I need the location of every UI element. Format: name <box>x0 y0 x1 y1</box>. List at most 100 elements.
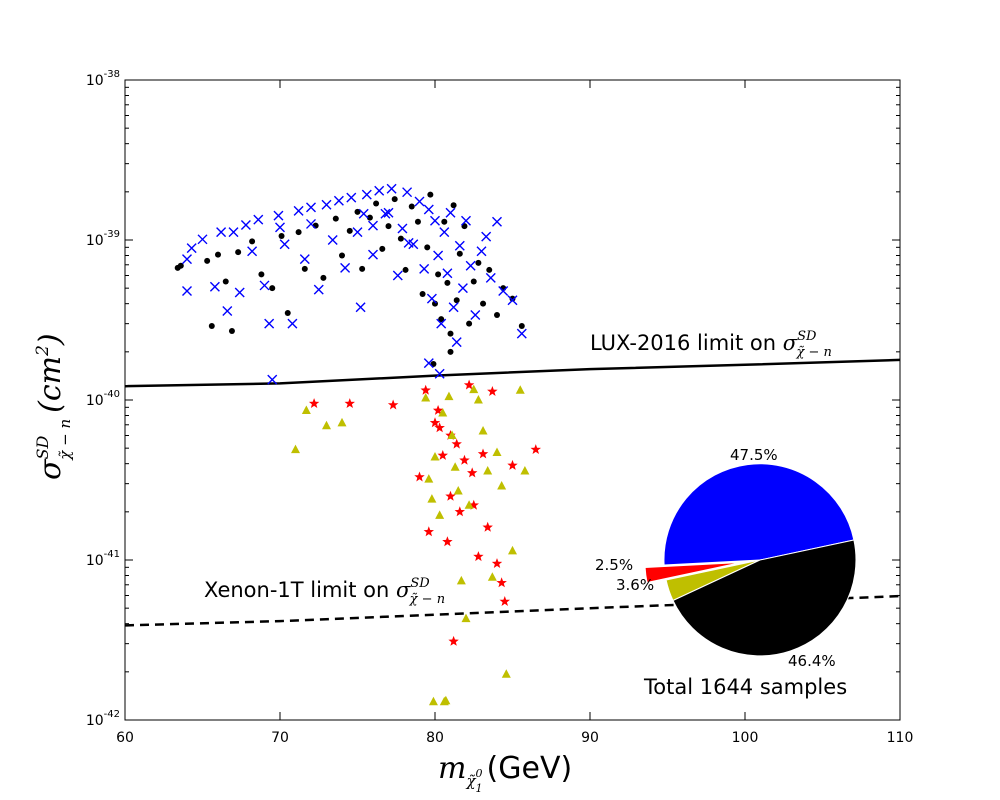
blue-crosses-point <box>507 295 518 306</box>
olive-triangles-point <box>291 444 300 454</box>
blue-crosses-point <box>516 328 527 339</box>
olive-triangles-point <box>456 575 466 585</box>
pie-label-blue: 47.5% <box>730 446 778 464</box>
black-circles-point <box>450 202 457 209</box>
blue-crosses-point <box>186 243 197 254</box>
olive-triangles-point <box>492 447 502 456</box>
x-tick-label: 60 <box>116 730 134 746</box>
x-tick-label: 70 <box>271 730 289 746</box>
olive-triangles-point <box>439 696 449 706</box>
black-circles-point <box>373 200 380 207</box>
blue-crosses-point <box>259 280 270 291</box>
black-circles-point <box>486 266 493 273</box>
black-circles-point <box>427 191 434 198</box>
blue-crosses-point <box>275 222 285 233</box>
blue-crosses-point <box>426 293 437 304</box>
y-tick-label: 10-42 <box>86 709 120 729</box>
olive-triangles-point <box>520 465 530 475</box>
black-circles-point <box>402 266 409 273</box>
blue-crosses-point <box>454 240 465 251</box>
black-circles-point <box>441 218 448 225</box>
red-stars-point <box>414 471 425 482</box>
y-axis-label: σSD χ̃ − n(cm2) <box>33 333 74 480</box>
black-circles-point <box>397 235 404 242</box>
blue-crosses-point <box>355 302 366 313</box>
red-stars-point <box>530 444 541 454</box>
blue-crosses-point <box>498 286 509 296</box>
red-stars-point <box>496 577 507 588</box>
black-circles-point <box>208 323 215 330</box>
blue-crosses-point <box>306 202 316 213</box>
blue-crosses-point <box>414 196 425 207</box>
olive-triangles-point <box>473 395 483 404</box>
y-tick-label: 10-41 <box>86 549 120 569</box>
black-circles-point <box>222 278 229 285</box>
black-circles-point <box>258 271 265 278</box>
blue-crosses-point <box>448 302 459 313</box>
blue-crosses-point <box>457 283 468 294</box>
red-stars-point <box>445 490 456 501</box>
olive-triangles-point <box>438 407 448 417</box>
blue-crosses-point <box>465 260 476 271</box>
black-circles-point <box>435 271 442 278</box>
blue-crosses-point <box>423 358 434 369</box>
black-circles-point <box>278 232 285 239</box>
blue-crosses-point <box>461 215 471 226</box>
black-circles-point <box>518 323 525 330</box>
x-tick-label: 80 <box>426 730 444 746</box>
blue-crosses-point <box>485 272 496 283</box>
blue-crosses-point <box>293 205 304 216</box>
red-stars-point <box>482 521 493 532</box>
olive-triangles-point <box>508 545 517 555</box>
blue-crosses-point <box>386 183 397 194</box>
olive-triangles-point <box>447 430 457 439</box>
red-stars-point <box>423 526 434 537</box>
black-circles-point <box>366 214 373 221</box>
black-circles-point <box>339 252 345 259</box>
blue-crosses-point <box>267 374 278 385</box>
blue-crosses-point <box>247 246 258 257</box>
black-circles-point <box>346 227 353 234</box>
blue-crosses-point <box>358 208 369 219</box>
blue-crosses-point <box>182 286 192 296</box>
red-stars-point <box>499 596 510 606</box>
blue-crosses-point <box>470 309 481 320</box>
black-circles-point <box>249 238 256 245</box>
black-circles-point <box>432 300 438 307</box>
olive-triangles-point <box>424 474 434 483</box>
blue-crosses-point <box>492 216 502 227</box>
blue-crosses-point <box>182 254 192 265</box>
pie-label-black: 46.4% <box>788 652 836 670</box>
black-circles-point <box>385 223 392 230</box>
black-circles-point <box>284 309 291 316</box>
black-circles-point <box>359 265 366 272</box>
black-circles-point <box>301 265 308 272</box>
blue-crosses-point <box>374 185 385 196</box>
black-circles-point <box>466 320 473 327</box>
olive-triangles-point <box>515 385 525 394</box>
blue-crosses-point <box>287 318 298 329</box>
x-axis-label: mχ̃0 1(GeV) <box>438 751 572 795</box>
olive-triangles-point <box>461 613 471 623</box>
pie-label-olive: 3.6% <box>616 576 654 594</box>
red-stars-point <box>387 399 399 410</box>
blue-crosses-point <box>436 318 447 329</box>
blue-crosses-point <box>402 187 413 198</box>
blue-crosses-point <box>209 281 220 292</box>
black-circles-point <box>494 311 500 318</box>
black-circles-point <box>475 259 482 266</box>
red-stars-point <box>437 450 448 460</box>
pie-slice-red <box>644 562 742 584</box>
olive-triangles-point <box>427 494 437 503</box>
black-circles-point <box>215 251 221 258</box>
olive-triangles-point <box>497 481 507 490</box>
blue-crosses-point <box>240 220 251 231</box>
blue-crosses-point <box>433 250 444 261</box>
blue-crosses-point <box>321 199 332 210</box>
red-stars-point <box>477 448 489 459</box>
blue-crosses-point <box>451 337 462 348</box>
x-tick-label: 100 <box>732 730 759 746</box>
black-circles-point <box>332 215 339 222</box>
olive-triangles-point <box>487 572 497 581</box>
x-tick-label: 90 <box>581 730 599 746</box>
